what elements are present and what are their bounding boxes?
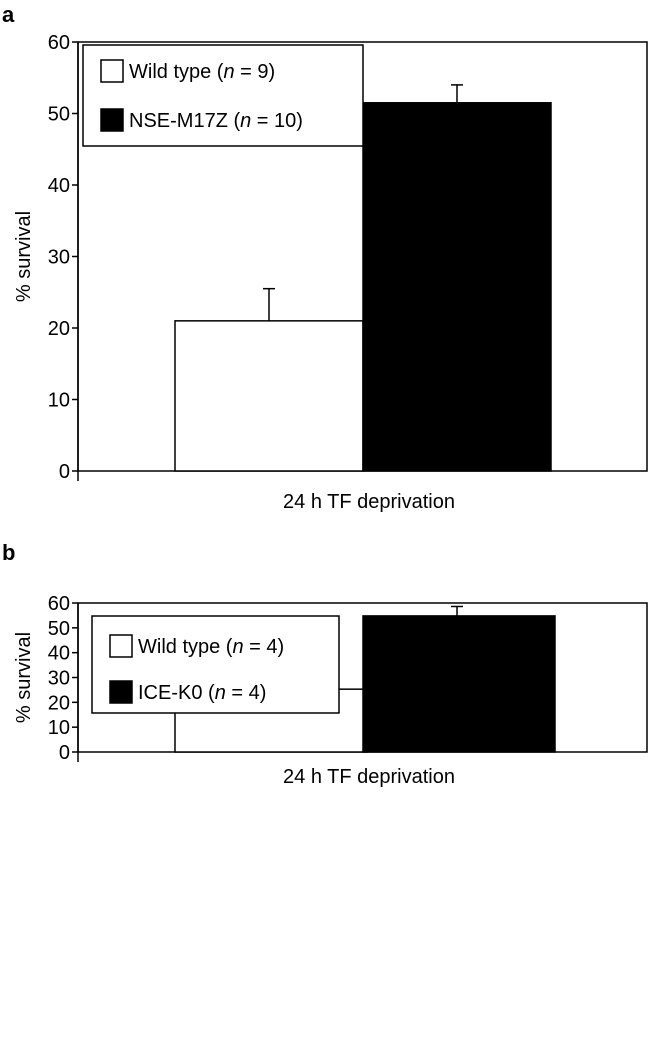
y-tick-label: 0 bbox=[59, 742, 70, 764]
legend-label-prefix: Wild type ( bbox=[129, 61, 224, 83]
y-tick-label: 50 bbox=[48, 618, 70, 640]
y-tick-label: 40 bbox=[48, 643, 70, 665]
panel-letter: b bbox=[2, 540, 15, 565]
bar-mutant bbox=[362, 102, 552, 472]
y-tick-label: 60 bbox=[48, 593, 70, 615]
panel-letter: a bbox=[2, 2, 15, 27]
legend-swatch bbox=[109, 680, 133, 704]
y-tick-label: 20 bbox=[48, 692, 70, 714]
legend-label: ICE-K0 (n = 4) bbox=[138, 682, 266, 704]
legend-box bbox=[91, 615, 340, 714]
legend-label-suffix: = 4) bbox=[226, 682, 267, 704]
legend-swatch bbox=[100, 59, 124, 83]
legend-label-suffix: = 4) bbox=[244, 636, 285, 658]
y-tick-label: 30 bbox=[48, 668, 70, 690]
y-tick-label: 0 bbox=[59, 461, 70, 483]
legend-label-prefix: ICE-K0 ( bbox=[138, 682, 215, 704]
legend-swatch bbox=[100, 108, 124, 132]
legend-box bbox=[82, 44, 364, 147]
y-tick-label: 30 bbox=[48, 247, 70, 269]
y-tick-label: 10 bbox=[48, 717, 70, 739]
y-axis-label: % survival bbox=[13, 632, 35, 723]
y-axis-label: % survival bbox=[13, 211, 35, 302]
legend-label-prefix: Wild type ( bbox=[138, 636, 233, 658]
legend-label-var: n bbox=[215, 682, 226, 704]
legend: Wild type (n = 4)ICE-K0 (n = 4) bbox=[91, 615, 340, 714]
legend-label-var: n bbox=[232, 636, 243, 658]
chart-panel-a: a 0 10 20 30 40 50 60 % survival 24 h TF deprivat… bbox=[2, 2, 648, 513]
y-tick-label: 40 bbox=[48, 175, 70, 197]
bar-wild-type bbox=[174, 320, 364, 472]
legend-label-var: n bbox=[223, 61, 234, 83]
legend-label: Wild type (n = 9) bbox=[129, 61, 275, 83]
x-axis-label: 24 h TF deprivation bbox=[283, 491, 455, 513]
legend-label-suffix: = 9) bbox=[235, 61, 276, 83]
y-tick-label: 10 bbox=[48, 390, 70, 412]
y-tick-label: 60 bbox=[48, 32, 70, 54]
y-tick-label: 20 bbox=[48, 318, 70, 340]
legend-label: Wild type (n = 4) bbox=[138, 636, 284, 658]
legend-label-var: n bbox=[240, 110, 251, 132]
legend-swatch bbox=[109, 634, 133, 658]
legend-label-prefix: NSE-M17Z ( bbox=[129, 110, 240, 132]
x-axis-label: 24 h TF deprivation bbox=[283, 766, 455, 788]
legend-label: NSE-M17Z (n = 10) bbox=[129, 110, 303, 132]
y-tick-label: 50 bbox=[48, 104, 70, 126]
legend-label-suffix: = 10) bbox=[251, 110, 303, 132]
legend: Wild type (n = 9)NSE-M17Z (n = 10) bbox=[82, 44, 364, 147]
bar-mutant bbox=[362, 615, 556, 753]
